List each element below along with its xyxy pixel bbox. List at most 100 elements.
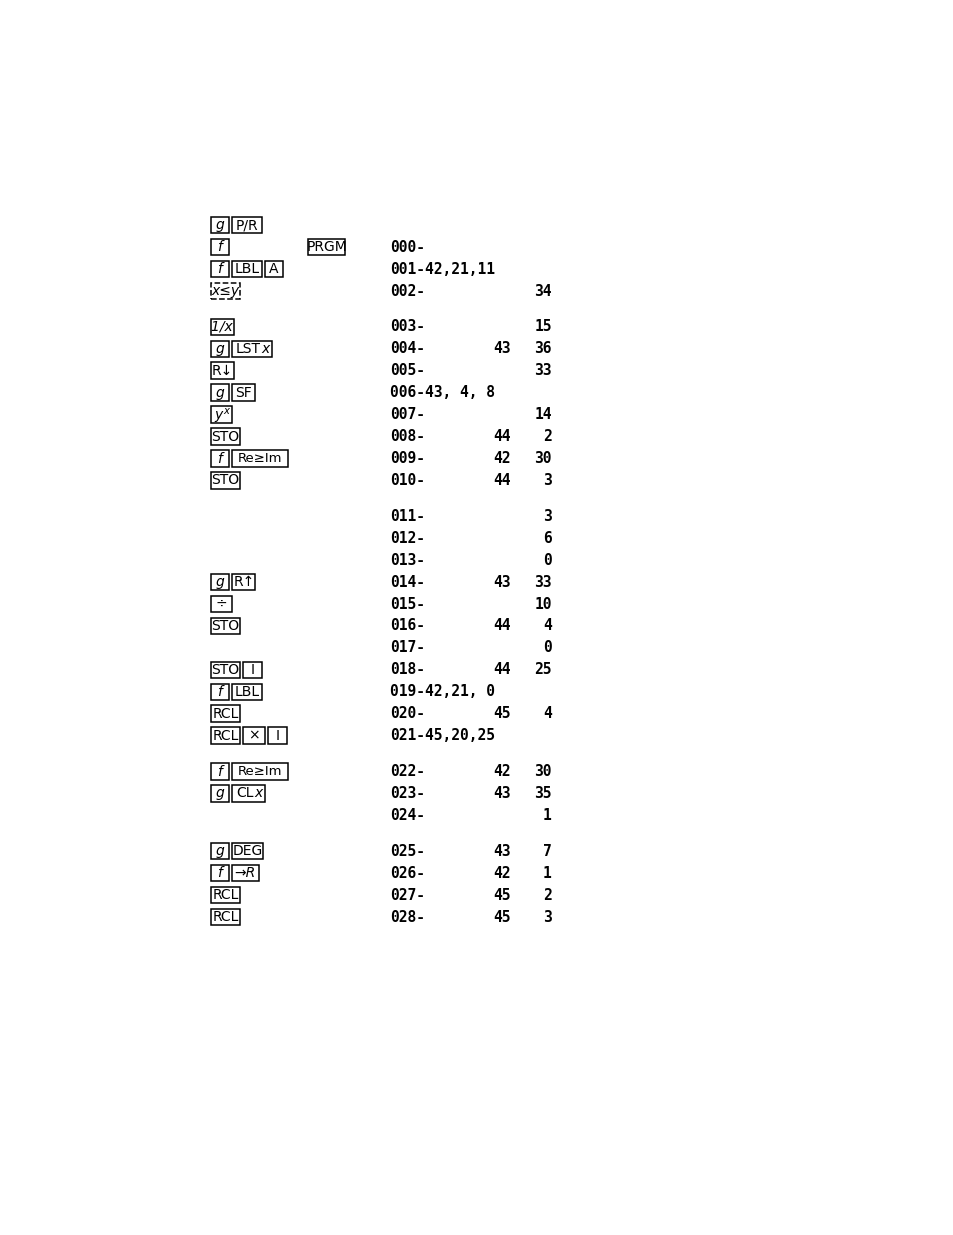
Text: 36: 36 (534, 341, 551, 356)
Text: 3: 3 (542, 473, 551, 488)
FancyBboxPatch shape (232, 844, 263, 860)
Text: 43: 43 (493, 341, 510, 356)
Text: f: f (217, 685, 222, 699)
Text: g: g (215, 219, 224, 232)
Text: P/R: P/R (235, 219, 258, 232)
Text: 000-: 000- (390, 240, 425, 254)
Text: 023-: 023- (390, 785, 425, 802)
FancyBboxPatch shape (268, 727, 286, 743)
FancyBboxPatch shape (211, 319, 233, 335)
Text: 0: 0 (542, 641, 551, 656)
FancyBboxPatch shape (211, 451, 229, 467)
Text: 026-: 026- (390, 866, 425, 881)
Text: 42: 42 (493, 764, 510, 779)
Text: x: x (254, 787, 262, 800)
Text: 027-: 027- (390, 888, 425, 903)
Text: 024-: 024- (390, 808, 425, 823)
Text: 6: 6 (542, 531, 551, 546)
Text: 4: 4 (542, 706, 551, 721)
Text: 33: 33 (534, 574, 551, 589)
Text: ×: × (248, 729, 260, 742)
Text: 019-42,21, 0: 019-42,21, 0 (390, 684, 495, 699)
Text: 30: 30 (534, 451, 551, 466)
Text: 44: 44 (493, 429, 510, 445)
Text: 7: 7 (542, 844, 551, 858)
Text: 010-: 010- (390, 473, 425, 488)
FancyBboxPatch shape (211, 844, 229, 860)
FancyBboxPatch shape (211, 909, 240, 925)
Text: 14: 14 (534, 408, 551, 422)
FancyBboxPatch shape (211, 429, 240, 445)
FancyBboxPatch shape (232, 451, 288, 467)
FancyBboxPatch shape (211, 472, 240, 489)
Text: CL: CL (236, 787, 253, 800)
Text: g: g (215, 385, 224, 400)
FancyBboxPatch shape (211, 362, 233, 379)
Text: SF: SF (235, 385, 252, 400)
Text: 43: 43 (493, 844, 510, 858)
Text: f: f (217, 764, 222, 778)
FancyBboxPatch shape (232, 341, 273, 357)
FancyBboxPatch shape (232, 864, 258, 882)
FancyBboxPatch shape (211, 763, 229, 779)
Text: g: g (215, 787, 224, 800)
FancyBboxPatch shape (232, 785, 264, 802)
FancyBboxPatch shape (211, 662, 240, 678)
Text: STO: STO (212, 430, 239, 443)
Text: RCL: RCL (212, 910, 238, 924)
Text: 15: 15 (534, 320, 551, 335)
Text: RCL: RCL (212, 729, 238, 742)
Text: 42: 42 (493, 451, 510, 466)
Text: g: g (215, 845, 224, 858)
Text: PRGM: PRGM (306, 240, 347, 254)
Text: RCL: RCL (212, 888, 238, 902)
FancyBboxPatch shape (211, 727, 240, 743)
Text: 011-: 011- (390, 509, 425, 524)
Text: Re≥Im: Re≥Im (237, 452, 282, 466)
Text: 34: 34 (534, 284, 551, 299)
Text: 012-: 012- (390, 531, 425, 546)
FancyBboxPatch shape (243, 727, 265, 743)
Text: STO: STO (212, 473, 239, 488)
FancyBboxPatch shape (211, 785, 229, 802)
Text: 017-: 017- (390, 641, 425, 656)
FancyBboxPatch shape (211, 283, 240, 299)
FancyBboxPatch shape (211, 341, 229, 357)
Text: RCL: RCL (212, 706, 238, 721)
Text: f: f (217, 240, 222, 254)
Text: LBL: LBL (234, 262, 259, 277)
Text: 3: 3 (542, 509, 551, 524)
Text: ÷: ÷ (215, 597, 227, 611)
FancyBboxPatch shape (265, 261, 283, 278)
Text: f: f (217, 866, 222, 881)
Text: R↓: R↓ (212, 364, 233, 378)
FancyBboxPatch shape (232, 217, 261, 233)
FancyBboxPatch shape (211, 261, 229, 278)
Text: 1/​x: 1/​x (212, 320, 233, 333)
Text: 028-: 028- (390, 909, 425, 925)
FancyBboxPatch shape (232, 683, 261, 700)
Text: LBL: LBL (234, 685, 259, 699)
Text: 43: 43 (493, 574, 510, 589)
FancyBboxPatch shape (211, 864, 229, 882)
FancyBboxPatch shape (211, 217, 229, 233)
Text: 45: 45 (493, 909, 510, 925)
Text: 001-42,21,11: 001-42,21,11 (390, 262, 495, 277)
Text: 018-: 018- (390, 662, 425, 677)
Text: 3: 3 (542, 909, 551, 925)
Text: R↑: R↑ (233, 576, 254, 589)
FancyBboxPatch shape (243, 662, 261, 678)
FancyBboxPatch shape (211, 887, 240, 903)
Text: 009-: 009- (390, 451, 425, 466)
Text: 42: 42 (493, 866, 510, 881)
Text: →R: →R (234, 866, 255, 881)
Text: g: g (215, 576, 224, 589)
Text: 44: 44 (493, 473, 510, 488)
Text: 007-: 007- (390, 408, 425, 422)
Text: 021-45,20,25: 021-45,20,25 (390, 729, 495, 743)
Text: 003-: 003- (390, 320, 425, 335)
Text: 013-: 013- (390, 552, 425, 568)
Text: 30: 30 (534, 764, 551, 779)
Text: 44: 44 (493, 619, 510, 634)
Text: x: x (261, 342, 270, 356)
